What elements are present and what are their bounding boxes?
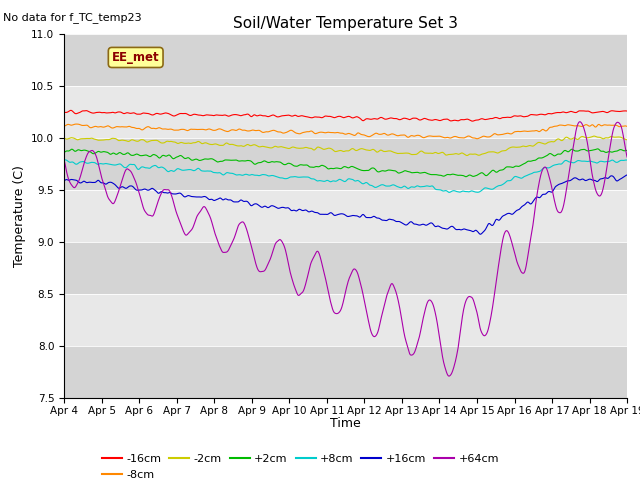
-8cm: [60, 123, 68, 129]
-2cm: [557, 137, 564, 143]
-16cm: [557, 109, 565, 115]
+16cm: [60, 178, 68, 183]
Y-axis label: Temperature (C): Temperature (C): [13, 165, 26, 267]
+8cm: [186, 167, 193, 172]
-2cm: [248, 143, 256, 148]
Bar: [64, 138, 627, 190]
+16cm: [433, 223, 441, 229]
+64cm: [186, 229, 193, 235]
Line: +2cm: +2cm: [64, 149, 627, 177]
+64cm: [576, 119, 584, 125]
-16cm: [172, 112, 180, 118]
-16cm: [433, 117, 441, 123]
Text: EE_met: EE_met: [112, 51, 159, 64]
-8cm: [72, 121, 80, 127]
+8cm: [60, 157, 68, 163]
Line: +16cm: +16cm: [64, 175, 627, 234]
Legend: -16cm, -8cm, -2cm, +2cm, +8cm, +16cm, +64cm: -16cm, -8cm, -2cm, +2cm, +8cm, +16cm, +6…: [98, 450, 503, 480]
Line: -16cm: -16cm: [64, 110, 627, 121]
+2cm: [623, 147, 631, 153]
+16cm: [186, 193, 193, 199]
-16cm: [623, 108, 631, 114]
+16cm: [557, 181, 564, 187]
Line: -8cm: -8cm: [64, 124, 627, 139]
-8cm: [186, 127, 193, 132]
Line: -2cm: -2cm: [64, 136, 627, 156]
+16cm: [477, 231, 484, 237]
Line: +64cm: +64cm: [64, 122, 627, 376]
+8cm: [623, 157, 631, 163]
+8cm: [557, 161, 565, 167]
+64cm: [445, 373, 453, 379]
-2cm: [590, 133, 598, 139]
-16cm: [67, 108, 75, 113]
+8cm: [172, 167, 180, 173]
-16cm: [60, 109, 68, 115]
Title: Soil/Water Temperature Set 3: Soil/Water Temperature Set 3: [233, 16, 458, 31]
+8cm: [61, 157, 69, 163]
Bar: [64, 242, 627, 294]
-16cm: [186, 112, 193, 118]
-8cm: [508, 131, 515, 137]
+16cm: [172, 191, 179, 197]
+8cm: [445, 190, 453, 195]
-8cm: [473, 136, 481, 142]
Bar: [64, 346, 627, 398]
X-axis label: Time: Time: [330, 418, 361, 431]
+16cm: [623, 172, 631, 178]
-8cm: [172, 127, 180, 133]
-2cm: [507, 144, 515, 150]
Bar: [64, 294, 627, 346]
+2cm: [186, 156, 193, 161]
+2cm: [557, 151, 564, 157]
+8cm: [249, 172, 257, 178]
-8cm: [623, 123, 631, 129]
-16cm: [508, 114, 515, 120]
-2cm: [463, 153, 471, 158]
Line: +8cm: +8cm: [64, 160, 627, 192]
+64cm: [433, 319, 441, 324]
+8cm: [433, 187, 441, 192]
-2cm: [60, 135, 68, 141]
-8cm: [557, 122, 565, 128]
Bar: [64, 190, 627, 242]
+16cm: [507, 211, 515, 217]
+64cm: [248, 247, 256, 252]
-2cm: [623, 137, 631, 143]
+64cm: [623, 154, 631, 160]
Bar: [64, 34, 627, 86]
+2cm: [462, 174, 470, 180]
-2cm: [433, 150, 441, 156]
-16cm: [468, 118, 476, 124]
-8cm: [249, 127, 257, 133]
-16cm: [249, 113, 257, 119]
+64cm: [172, 207, 179, 213]
-8cm: [433, 133, 441, 139]
+2cm: [594, 146, 602, 152]
+64cm: [60, 157, 68, 163]
+2cm: [60, 149, 68, 155]
+2cm: [433, 172, 441, 178]
Text: No data for f_TC_temp23: No data for f_TC_temp23: [3, 12, 142, 23]
+2cm: [172, 155, 179, 160]
+16cm: [248, 203, 256, 208]
-2cm: [172, 140, 179, 145]
+2cm: [248, 159, 256, 165]
+64cm: [557, 210, 564, 216]
+8cm: [508, 177, 515, 183]
+64cm: [507, 237, 515, 242]
-2cm: [186, 140, 193, 146]
Bar: [64, 86, 627, 138]
+2cm: [507, 164, 515, 170]
